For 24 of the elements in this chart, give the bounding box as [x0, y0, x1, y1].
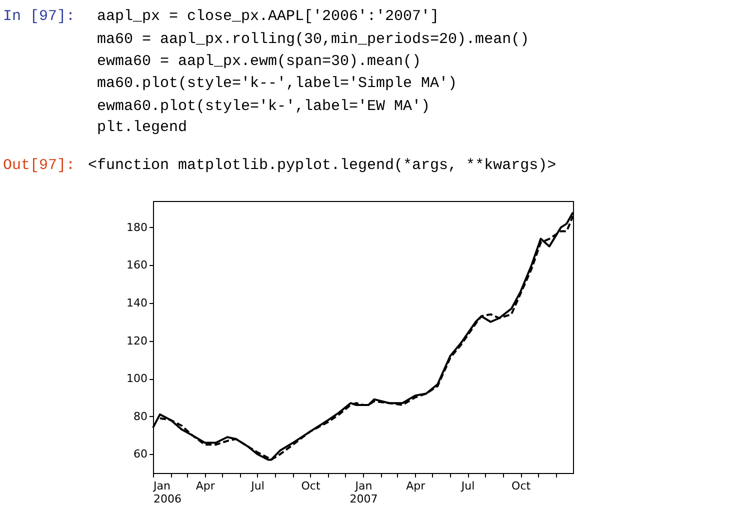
text: Out[97]: [3, 157, 76, 174]
y-tick-label: 60 [134, 448, 148, 461]
x-tick-label: Apr [196, 480, 216, 492]
y-tick-label: 180 [126, 220, 148, 234]
y-tick-label: 80 [134, 410, 148, 423]
text: In [97]: [3, 8, 76, 25]
y-tick-label: 160 [126, 258, 148, 272]
text: ewma60 = aapl_px.ewm(span=30).mean() [97, 53, 422, 70]
text: aapl_px = close_px.AAPL['2006':'2007'] [97, 8, 440, 25]
x-tick-label: Oct [301, 480, 321, 492]
y-tick-label: 120 [126, 334, 148, 348]
x-tick-label: Jan 2006 [152, 480, 182, 506]
y-tick-label: 100 [126, 372, 148, 386]
text: ma60 = aapl_px.rolling(30,min_periods=20).mean() [97, 31, 530, 48]
x-tick-label: Oct [512, 480, 532, 492]
text: plt.legend [97, 119, 188, 136]
x-tick-label: Jan 2007 [350, 480, 378, 506]
x-tick-label: Jul [460, 480, 475, 492]
x-tick-label: Apr [406, 480, 426, 492]
text: ewma60.plot(style='k-',label='EW MA') [97, 98, 430, 115]
x-tick-label: Jul [250, 480, 264, 492]
text: ma60.plot(style='k--',label='Simple MA') [97, 75, 458, 92]
y-tick-label: 140 [126, 296, 148, 310]
text: <function matplotlib.pyplot.legend(*args, **kwargs)> [88, 157, 556, 174]
